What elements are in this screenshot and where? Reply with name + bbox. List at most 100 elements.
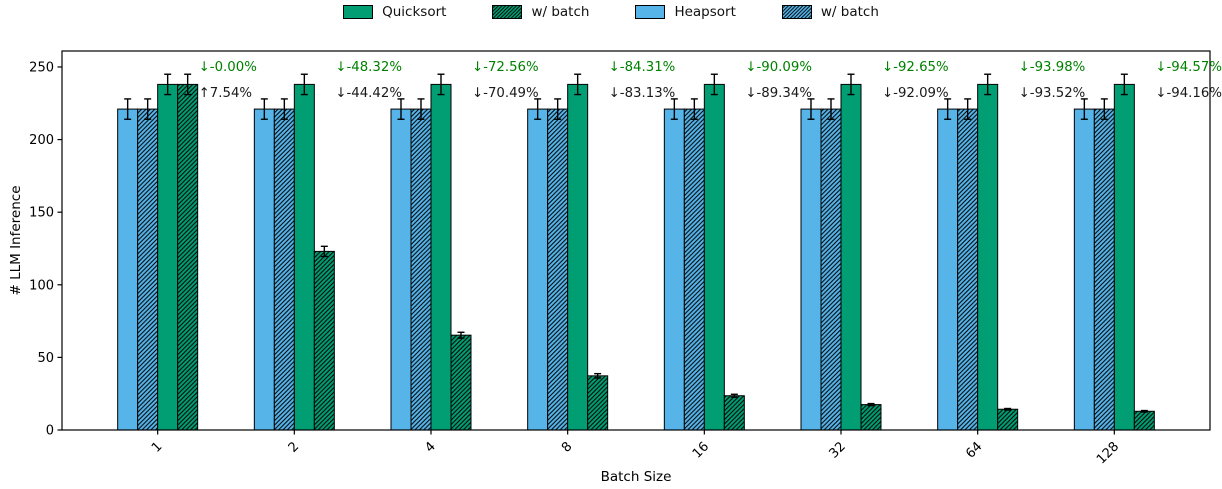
y-tick-label-0: 0: [46, 424, 54, 439]
legend-swatch-rect: [343, 5, 374, 19]
annotation-green-128: ↓-94.57%: [1155, 60, 1222, 75]
annotation-green-2: ↓-48.32%: [335, 60, 402, 75]
bar-quicksort-w-batch-8: [587, 375, 609, 431]
bar-heapsort-16: [663, 108, 685, 431]
x-tick-label-8: 8: [559, 439, 575, 455]
quicksort-batch-swatch-icon: [492, 5, 523, 19]
bar-quicksort-64: [977, 83, 999, 431]
bar-quicksort-w-batch-128: [1133, 410, 1155, 431]
error-bar: [1004, 407, 1012, 411]
bar-heapsort-w-batch-4: [410, 108, 432, 431]
error-bar: [417, 98, 425, 120]
bar-quicksort-w-batch-64: [997, 408, 1019, 431]
annotation-black-1: ↑7.54%: [199, 86, 252, 101]
bar-quicksort-16: [703, 83, 725, 431]
y-axis-label: # LLM Inference: [8, 185, 24, 295]
y-tick-label-50: 50: [37, 351, 54, 366]
legend-label: w/ batch: [820, 4, 879, 20]
error-bar: [164, 73, 172, 96]
bar-heapsort-128: [1073, 108, 1095, 431]
y-tick-label-200: 200: [29, 133, 54, 148]
bar-heapsort-4: [390, 108, 412, 431]
legend-label: w/ batch: [531, 4, 590, 20]
error-bar: [867, 402, 875, 407]
error-bar: [457, 331, 465, 339]
annotation-green-32: ↓-92.65%: [882, 60, 949, 75]
quicksort-swatch-icon: [343, 5, 374, 19]
bar-heapsort-32: [800, 108, 822, 431]
legend-swatch-rect: [781, 5, 812, 19]
error-bar: [260, 98, 268, 120]
bar-quicksort-8: [567, 83, 589, 431]
error-bar: [184, 73, 192, 96]
error-bar: [847, 73, 855, 96]
annotation-green-4: ↓-72.56%: [472, 60, 539, 75]
x-tick-label-128: 128: [1094, 439, 1122, 467]
legend-item-quicksort: Quicksort: [343, 4, 446, 20]
legend-label: Quicksort: [382, 4, 447, 20]
legend: Quicksort w/ batch Heapsort w/ batch: [0, 4, 1222, 20]
annotation-green-1: ↓-0.00%: [199, 60, 257, 75]
legend-item-heapsort-batch: w/ batch: [781, 4, 879, 20]
error-bar: [690, 98, 698, 120]
bar-quicksort-w-batch-16: [723, 395, 745, 431]
y-tick-label-250: 250: [29, 60, 54, 75]
error-bar: [280, 98, 288, 120]
error-bar: [827, 98, 835, 120]
x-tick-label-2: 2: [286, 439, 302, 455]
x-tick-label-64: 64: [963, 439, 985, 461]
bar-quicksort-w-batch-32: [860, 404, 882, 431]
bar-heapsort-w-batch-128: [1093, 108, 1115, 431]
legend-swatch-svg: [492, 5, 523, 19]
legend-item-heapsort: Heapsort: [635, 4, 736, 20]
legend-swatch-rect: [492, 5, 523, 19]
error-bar: [1080, 98, 1088, 120]
bar-heapsort-w-batch-16: [683, 108, 705, 431]
error-bar: [320, 245, 328, 258]
bar-quicksort-128: [1113, 83, 1135, 431]
annotation-black-32: ↓-92.09%: [882, 86, 949, 101]
error-bar: [554, 98, 562, 120]
bar-heapsort-8: [527, 108, 549, 431]
error-bar: [730, 393, 738, 398]
error-bar: [944, 98, 952, 120]
bar-heapsort-2: [253, 108, 275, 431]
bar-quicksort-1: [157, 83, 179, 431]
annotation-green-16: ↓-90.09%: [745, 60, 812, 75]
error-bar: [670, 98, 678, 120]
x-tick-label-4: 4: [422, 439, 438, 455]
bar-quicksort-32: [840, 83, 862, 431]
bar-quicksort-w-batch-2: [313, 250, 335, 431]
annotation-green-64: ↓-93.98%: [1019, 60, 1086, 75]
bar-heapsort-w-batch-1: [137, 108, 159, 431]
error-bar: [397, 98, 405, 120]
heapsort-swatch-icon: [635, 5, 666, 19]
annotation-black-8: ↓-83.13%: [609, 86, 676, 101]
bar-heapsort-1: [117, 108, 139, 431]
legend-item-quicksort-batch: w/ batch: [492, 4, 589, 20]
bar-heapsort-w-batch-2: [273, 108, 295, 431]
error-bar: [574, 73, 582, 96]
error-bar: [1100, 98, 1108, 120]
annotation-green-8: ↓-84.31%: [609, 60, 676, 75]
bar-quicksort-w-batch-4: [450, 334, 472, 431]
x-tick-label-1: 1: [149, 439, 165, 455]
y-tick-label-100: 100: [29, 278, 54, 293]
bar-quicksort-w-batch-1: [177, 83, 199, 431]
legend-swatch-svg: [343, 5, 374, 19]
legend-swatch-svg: [635, 5, 666, 19]
annotation-black-64: ↓-93.52%: [1019, 86, 1086, 101]
bar-heapsort-w-batch-32: [820, 108, 842, 431]
bar-heapsort-w-batch-8: [547, 108, 569, 431]
error-bar: [964, 98, 972, 120]
legend-swatch-svg: [781, 5, 812, 19]
error-bar: [984, 73, 992, 96]
bar-quicksort-4: [430, 83, 452, 431]
error-bar: [300, 73, 308, 96]
error-bar: [1120, 73, 1128, 96]
annotation-black-128: ↓-94.16%: [1155, 86, 1222, 101]
bar-heapsort-64: [937, 108, 959, 431]
error-bar: [1140, 409, 1148, 413]
annotation-black-16: ↓-89.34%: [745, 86, 812, 101]
x-tick-label-16: 16: [690, 439, 712, 461]
